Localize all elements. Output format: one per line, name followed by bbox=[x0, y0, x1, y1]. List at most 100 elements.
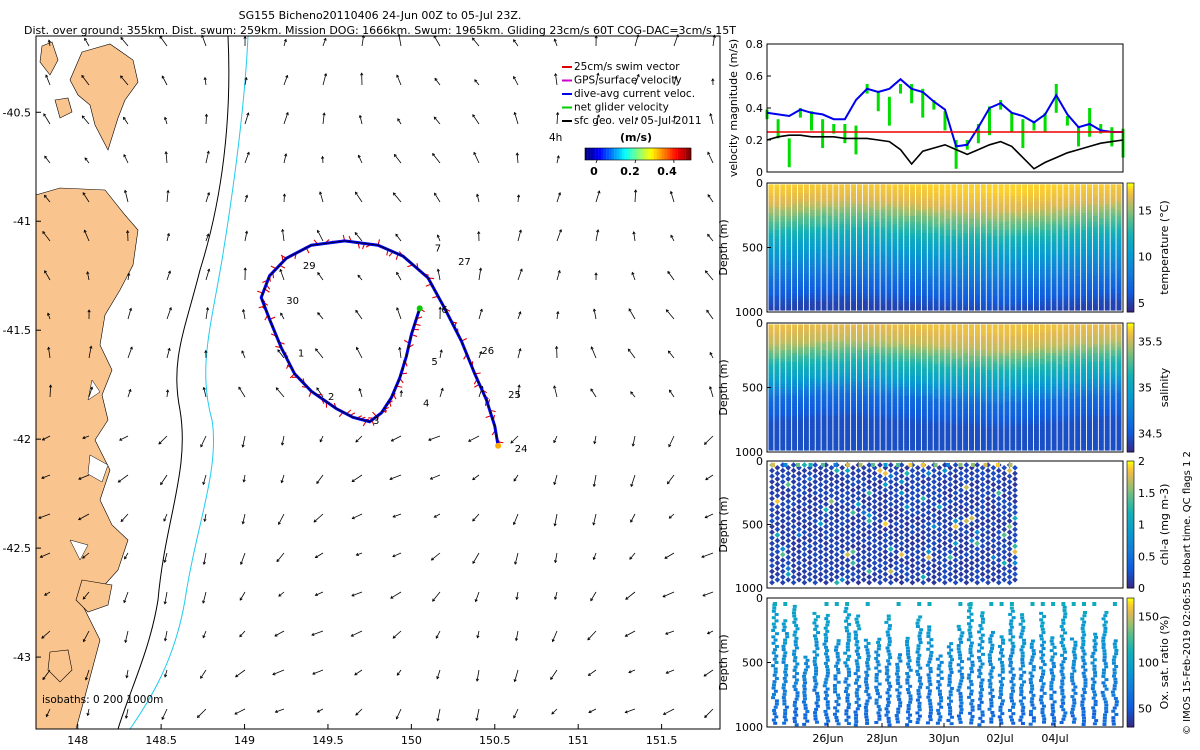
data-point bbox=[827, 393, 833, 397]
velocity-arrow bbox=[513, 513, 519, 525]
data-point bbox=[845, 370, 851, 374]
data-point bbox=[1092, 270, 1098, 274]
data-point bbox=[803, 218, 809, 222]
data-point bbox=[1116, 307, 1122, 311]
data-point bbox=[1045, 224, 1051, 228]
velocity-arrow bbox=[707, 630, 714, 634]
data-point bbox=[1028, 287, 1034, 291]
data-point bbox=[780, 253, 786, 257]
data-point bbox=[945, 184, 951, 188]
data-point bbox=[1092, 290, 1098, 294]
velocity-arrow bbox=[84, 38, 90, 47]
data-point bbox=[1004, 307, 1010, 311]
colorbar-segment bbox=[1127, 309, 1134, 313]
colorbar-segment bbox=[606, 148, 609, 160]
data-point bbox=[992, 224, 998, 228]
data-point bbox=[1028, 221, 1034, 225]
data-point bbox=[833, 350, 839, 354]
velocity-arrow bbox=[556, 270, 561, 281]
data-point bbox=[986, 298, 992, 303]
data-point bbox=[862, 361, 868, 365]
data-point bbox=[1057, 221, 1063, 225]
data-point bbox=[1098, 270, 1104, 274]
data-point bbox=[845, 435, 851, 440]
data-point bbox=[809, 441, 815, 445]
data-point bbox=[768, 273, 774, 277]
data-point bbox=[1057, 295, 1063, 300]
data-point bbox=[957, 184, 963, 188]
data-point bbox=[833, 358, 839, 362]
data-point bbox=[974, 253, 980, 257]
data-point bbox=[809, 332, 815, 337]
data-point bbox=[880, 330, 886, 334]
velocity-arrowhead bbox=[82, 436, 86, 440]
data-point bbox=[880, 404, 886, 408]
data-point bbox=[809, 398, 815, 402]
data-point bbox=[797, 298, 803, 303]
data-point bbox=[1081, 295, 1087, 300]
data-point bbox=[803, 210, 809, 214]
data-point bbox=[868, 361, 874, 365]
data-point bbox=[969, 201, 975, 205]
data-point bbox=[780, 250, 786, 254]
data-point bbox=[910, 367, 916, 371]
velocity-arrow bbox=[476, 194, 480, 203]
data-point bbox=[1016, 213, 1022, 217]
data-point bbox=[1057, 190, 1063, 194]
data-point bbox=[774, 233, 780, 237]
colorbar-segment bbox=[1127, 275, 1134, 279]
data-point bbox=[862, 184, 868, 188]
data-point bbox=[904, 213, 910, 217]
data-point bbox=[957, 284, 963, 288]
data-point bbox=[969, 273, 975, 277]
data-point bbox=[951, 270, 957, 274]
velocity-arrow bbox=[439, 388, 444, 398]
data-point bbox=[1075, 247, 1081, 251]
velocity-arrow bbox=[240, 552, 246, 565]
data-point bbox=[1069, 307, 1075, 311]
data-point bbox=[809, 238, 815, 242]
data-point bbox=[1004, 195, 1010, 200]
velocity-arrowhead bbox=[285, 111, 289, 116]
data-point bbox=[868, 418, 874, 422]
data-point bbox=[774, 387, 780, 391]
data-point bbox=[1028, 255, 1034, 260]
data-point bbox=[797, 324, 803, 328]
data-point bbox=[827, 427, 833, 431]
data-point bbox=[797, 404, 803, 408]
data-point bbox=[862, 387, 868, 391]
x-tick-label: 151 bbox=[568, 734, 589, 747]
data-point bbox=[809, 444, 815, 448]
data-point bbox=[868, 238, 874, 242]
data-point bbox=[827, 364, 833, 368]
data-point bbox=[1063, 233, 1069, 237]
data-point bbox=[768, 247, 774, 251]
data-point bbox=[1069, 275, 1075, 280]
data-point bbox=[768, 281, 774, 285]
data-point bbox=[1057, 192, 1063, 197]
data-point bbox=[939, 233, 945, 237]
data-point bbox=[774, 381, 780, 385]
data-point bbox=[839, 213, 845, 217]
data-point bbox=[774, 213, 780, 217]
data-point bbox=[980, 244, 986, 248]
data-point bbox=[874, 255, 880, 260]
velocity-arrowhead bbox=[161, 716, 165, 720]
data-point bbox=[874, 267, 880, 271]
data-point bbox=[904, 424, 910, 428]
data-point bbox=[886, 258, 892, 262]
data-point bbox=[774, 307, 780, 311]
data-point bbox=[774, 253, 780, 257]
data-point bbox=[856, 241, 862, 245]
velocity-arrow bbox=[166, 348, 170, 359]
colorbar-segment bbox=[619, 148, 623, 160]
data-point bbox=[851, 330, 857, 334]
data-point bbox=[910, 250, 916, 254]
velocity-arrowhead bbox=[355, 712, 359, 716]
data-point bbox=[856, 410, 862, 414]
data-point bbox=[921, 253, 927, 257]
data-point bbox=[792, 233, 798, 237]
data-point bbox=[1063, 195, 1069, 200]
data-point bbox=[868, 293, 874, 297]
data-point bbox=[980, 198, 986, 202]
